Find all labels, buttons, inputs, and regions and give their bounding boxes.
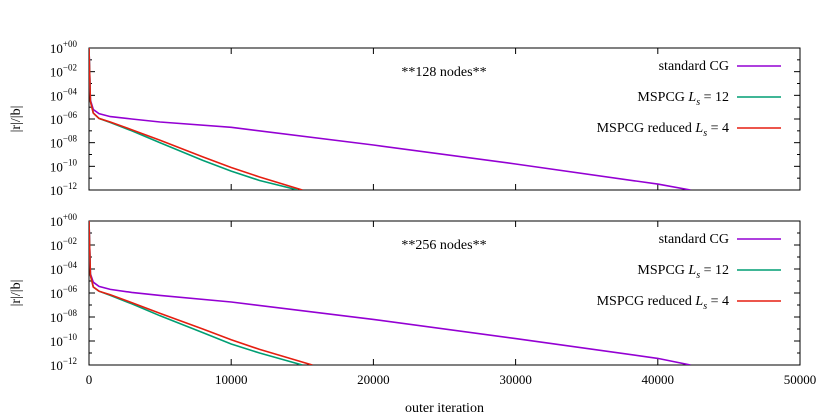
y-tick-label-base: 10 — [50, 286, 63, 301]
y-tick-label: 10−02 — [50, 236, 77, 253]
series-group — [89, 221, 691, 365]
y-tick-label-exp: −08 — [63, 308, 78, 318]
legend-label-subscript: s — [696, 97, 700, 108]
y-tick-label-base: 10 — [50, 334, 63, 349]
y-tick-label-exp: −02 — [63, 63, 77, 73]
legend-label-text: standard CG — [659, 232, 729, 247]
y-tick-label: 10−08 — [50, 308, 78, 325]
series-line-1 — [89, 48, 691, 190]
y-tick-label: 10−06 — [50, 110, 78, 127]
y-tick-label-base: 10 — [50, 65, 63, 80]
y-tick-label-base: 10 — [50, 136, 63, 151]
y-tick-label-base: 10 — [50, 88, 63, 103]
y-tick-label-exp: −02 — [63, 236, 77, 246]
panel-annotation: **128 nodes** — [401, 65, 486, 80]
series-line-3 — [89, 221, 313, 365]
series-line-3 — [89, 48, 303, 190]
y-tick-label: 10−04 — [50, 260, 78, 277]
legend-label-value: = 4 — [707, 121, 729, 136]
legend-label-1: standard CG — [659, 59, 729, 74]
y-tick-label-exp: −12 — [63, 356, 77, 366]
legend-label-value: = 12 — [700, 90, 729, 105]
series-group — [89, 48, 691, 190]
y-tick-label: 10−10 — [50, 332, 78, 349]
legend-label-value: = 4 — [707, 294, 729, 309]
legend-label-2: MSPCG Ls = 12 — [637, 90, 729, 108]
y-tick-label: 10−12 — [50, 181, 77, 198]
x-tick-label: 50000 — [784, 372, 817, 387]
y-tick-label-exp: −06 — [63, 110, 78, 120]
x-tick-label: 10000 — [215, 372, 248, 387]
legend-label-3: MSPCG reduced Ls = 4 — [597, 121, 729, 139]
y-tick-label-exp: −08 — [63, 134, 78, 144]
legend-label-text: MSPCG reduced — [597, 294, 696, 309]
y-tick-label-base: 10 — [50, 112, 63, 127]
legend-label-text: MSPCG reduced — [597, 121, 696, 136]
y-tick-label-base: 10 — [50, 358, 63, 373]
legend-label-symbol: L — [687, 263, 696, 278]
y-tick-label-exp: +00 — [63, 39, 78, 49]
y-tick-label-exp: −10 — [63, 332, 78, 342]
y-tick-label-exp: −06 — [63, 284, 78, 294]
y-tick-label-base: 10 — [50, 214, 63, 229]
y-tick-label: 10−04 — [50, 86, 78, 103]
legend-label-1: standard CG — [659, 232, 729, 247]
legend-label-text: MSPCG — [637, 90, 688, 105]
legend-label-subscript: s — [703, 301, 707, 312]
y-tick-label-exp: −04 — [63, 86, 78, 96]
x-tick-label: 30000 — [499, 372, 532, 387]
x-tick-label: 20000 — [357, 372, 390, 387]
legend-label-symbol: L — [694, 294, 703, 309]
y-tick-label-base: 10 — [50, 310, 63, 325]
legend-label-3: MSPCG reduced Ls = 4 — [597, 294, 729, 312]
y-tick-label-exp: −04 — [63, 260, 78, 270]
legend-label-symbol: L — [687, 90, 696, 105]
panel-1: 10+0010−0210−0410−0610−0810−1010−12|r|/|… — [9, 39, 801, 198]
y-tick-label: 10−10 — [50, 157, 78, 174]
legend-label-text: MSPCG — [637, 263, 688, 278]
y-tick-label-base: 10 — [50, 183, 63, 198]
y-tick-label-exp: +00 — [63, 212, 78, 222]
y-tick-label-exp: −10 — [63, 157, 78, 167]
y-tick-label: 10−06 — [50, 284, 78, 301]
legend-label-subscript: s — [703, 128, 707, 139]
y-tick-label: 10−02 — [50, 63, 77, 80]
series-line-2 — [89, 48, 299, 190]
x-axis-title: outer iteration — [405, 401, 484, 415]
x-tick-label: 0 — [86, 372, 93, 387]
y-tick-label: 10−08 — [50, 134, 78, 151]
y-tick-label: 10+00 — [50, 212, 78, 229]
y-tick-label-base: 10 — [50, 262, 63, 277]
x-tick-label: 40000 — [642, 372, 675, 387]
y-tick-label-base: 10 — [50, 41, 63, 56]
y-tick-label: 10−12 — [50, 356, 77, 373]
series-line-1 — [89, 221, 691, 365]
panel-annotation: **256 nodes** — [401, 238, 486, 253]
y-tick-label-base: 10 — [50, 238, 63, 253]
y-axis-title: |r|/|b| — [9, 280, 24, 307]
legend-label-subscript: s — [696, 270, 700, 281]
legend-label-value: = 12 — [700, 263, 729, 278]
legend-label-text: standard CG — [659, 59, 729, 74]
series-line-2 — [89, 221, 303, 365]
y-tick-label: 10+00 — [50, 39, 78, 56]
y-axis-title: |r|/|b| — [9, 106, 24, 133]
legend-label-symbol: L — [694, 121, 703, 136]
y-tick-label-base: 10 — [50, 159, 63, 174]
legend-label-2: MSPCG Ls = 12 — [637, 263, 729, 281]
y-tick-label-exp: −12 — [63, 181, 77, 191]
